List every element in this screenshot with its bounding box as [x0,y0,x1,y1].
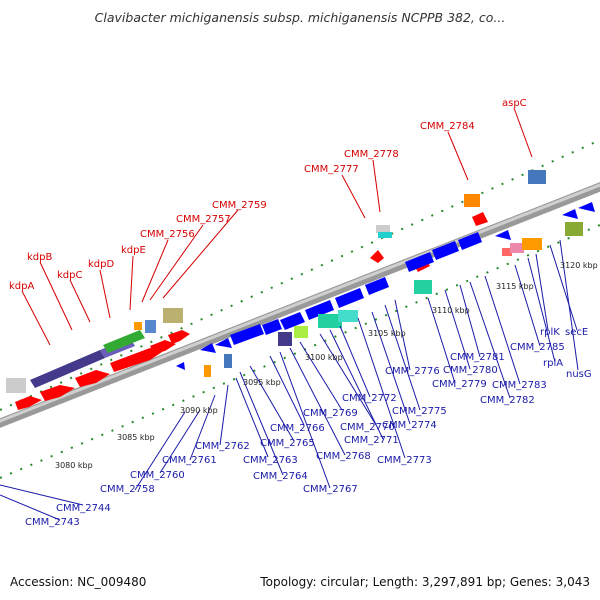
gene-label: CMM_2761 [162,455,217,466]
kbp-tick-label: 3120 kbp [560,261,598,270]
kbp-tick-label: 3085 kbp [117,433,155,442]
gene-label: kdpD [88,259,114,270]
backbone [0,182,600,428]
gene-block [103,330,145,353]
kbp-tick-label: 3105 kbp [368,329,406,338]
gene-label: CMM_2759 [212,200,267,211]
gene-label: nusG [566,369,592,380]
gene-label: CMM_2762 [195,441,250,452]
gene-label: CMM_2756 [140,229,195,240]
gene-label: rplK [540,327,560,338]
gene-block [6,378,26,393]
gene-label: CMM_2780 [443,365,498,376]
kbp-tick-label: 3080 kbp [55,461,93,470]
bottom-gene-labels: CMM_2743 CMM_2744 CMM_2758 CMM_2760 CMM_… [25,327,592,528]
gene-label: CMM_2768 [316,451,371,462]
kbp-tick-label: 3100 kbp [305,353,343,362]
gene-block [163,308,183,323]
gene-label: CMM_2783 [492,380,547,391]
gene-label: CMM_2765 [260,438,315,449]
gene-label: CMM_2766 [270,423,325,434]
gene-label: CMM_2760 [130,470,185,481]
bottom-leader-lines [0,239,579,521]
gene-block [528,170,546,184]
gene-label: CMM_2781 [450,352,505,363]
kbp-ticks: 3080 kbp 3085 kbp 3090 kbp 3095 kbp 3100… [55,261,598,470]
gene-label: CMM_2784 [420,121,475,132]
outer-dotted-track [0,139,600,411]
gene-label: CMM_2764 [253,471,308,482]
gene-label: CMM_2782 [480,395,535,406]
gene-label: kdpA [9,281,34,292]
gene-label: CMM_2771 [344,435,399,446]
gene-block [376,225,390,233]
gene-label: CMM_2779 [432,379,487,390]
gene-label: CMM_2757 [176,214,231,225]
gene-label: CMM_2772 [342,393,397,404]
gene-label: CMM_2778 [344,149,399,160]
gene-block [145,320,156,333]
gene-label: kdpC [57,270,82,281]
gene-label: CMM_2763 [243,455,298,466]
forward-red-arrows [15,212,488,410]
gene-label: secE [565,327,588,338]
gene-label: CMM_2743 [25,517,80,528]
kbp-tick-label: 3115 kbp [496,282,534,291]
gene-label: CMM_2777 [304,164,359,175]
gene-label: CMM_2758 [100,484,155,495]
gene-block [30,350,105,388]
gene-label: kdpB [27,252,52,263]
top-leader-lines [21,107,533,346]
backbone-highlight [0,183,600,423]
gene-label: aspC [502,98,527,109]
gene-label: CMM_2785 [510,342,565,353]
gene-label: CMM_2773 [377,455,432,466]
gene-block [134,322,142,330]
reverse-blue-arrows [176,202,595,370]
reverse-strand-genes [204,222,583,377]
gene-label: CMM_2744 [56,503,111,514]
gene-block [464,194,480,207]
kbp-tick-label: 3090 kbp [180,406,218,415]
gene-label: CMM_2769 [303,408,358,419]
gene-label: kdpE [121,245,146,256]
gene-label: CMM_2776 [385,366,440,377]
kbp-tick-label: 3110 kbp [432,306,470,315]
map-title: Clavibacter michiganensis subsp. michiga… [94,10,506,25]
top-gene-labels: kdpA kdpB kdpC kdpD kdpE CMM_2756 CMM_27… [9,98,527,292]
gene-label: CMM_2775 [392,406,447,417]
gene-label: CMM_2770 [340,422,395,433]
kbp-tick-label: 3095 kbp [243,378,281,387]
gene-label: CMM_2774 [382,420,437,431]
gene-label: rplA [543,358,563,369]
genome-summary-text: Topology: circular; Length: 3,297,891 bp… [260,575,590,589]
gene-block [378,232,392,238]
accession-text: Accession: NC_009480 [10,575,147,589]
forward-strand-genes [6,170,546,393]
gene-label: CMM_2767 [303,484,358,495]
